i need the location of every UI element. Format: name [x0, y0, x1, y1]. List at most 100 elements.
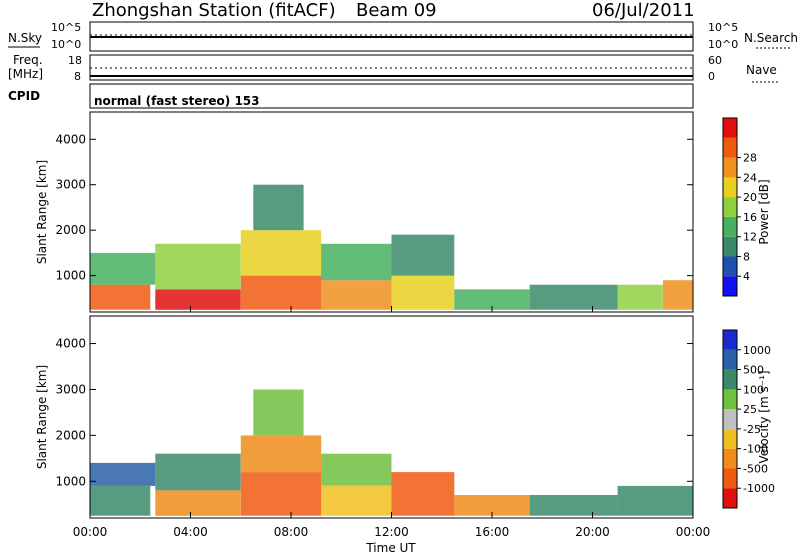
velocity-ytick-label-3: 4000: [55, 337, 86, 351]
velocity-colorbar-segment-8: [723, 330, 737, 350]
power-colorbar-label: Power [dB]: [757, 179, 771, 244]
freq-left-tick-top: 18: [68, 54, 82, 67]
velocity-colorbar-label-7: -1000: [743, 482, 775, 495]
power-colorbar-label-4: 20: [743, 191, 757, 204]
power-region-10: [391, 234, 455, 276]
power-colorbar-label-5: 24: [743, 171, 757, 184]
velocity-colorbar: 1000 500 100 25 -25 -100 -500 -1000: [722, 329, 775, 509]
velocity-colorbar-segment-0: [723, 488, 737, 508]
power-region-1: [90, 252, 156, 285]
velocity-data-regions: [90, 389, 693, 516]
power-colorbar-segment-7: [723, 137, 737, 158]
power-colorbar-segment-3: [723, 216, 737, 237]
velocity-region-0: [90, 485, 151, 516]
power-colorbar-segment-8: [723, 118, 737, 138]
velocity-colorbar-label-1: 500: [743, 364, 764, 377]
power-ytick-label-1: 2000: [55, 223, 86, 237]
velocity-region-5: [240, 435, 322, 473]
velocity-colorbar-segment-7: [723, 349, 737, 370]
velocity-colorbar-label-0: 1000: [743, 344, 771, 357]
freq-left-tick-bottom: 8: [74, 70, 81, 83]
station-title: Zhongshan Station (fitACF): [92, 0, 336, 21]
power-colorbar-segment-4: [723, 197, 737, 217]
cpid-label: CPID: [8, 89, 40, 103]
velocity-y-axis-label: Slant Range [km]: [35, 365, 49, 469]
velocity-region-1: [90, 462, 156, 486]
power-region-13: [617, 284, 663, 310]
velocity-region-12: [617, 485, 693, 516]
time-tick-label-4: 16:00: [475, 525, 510, 539]
nave-label: Nave: [746, 63, 777, 77]
velocity-colorbar-segment-2: [723, 448, 737, 469]
velocity-colorbar-segment-1: [723, 468, 737, 489]
time-tick-label-3: 12:00: [374, 525, 409, 539]
power-region-4: [240, 275, 322, 310]
power-region-14: [662, 280, 693, 310]
velocity-colorbar-segment-3: [723, 428, 737, 449]
noise-left-tick-top: 10^5: [51, 21, 81, 34]
velocity-colorbar-label: Velocity [m s⁻¹]: [757, 370, 771, 463]
velocity-panel: 1000 2000 3000 4000 Slant Range [km] 1000 50…: [35, 315, 775, 519]
power-colorbar-segment-5: [723, 177, 737, 198]
noise-sky-label: N.Sky: [8, 31, 42, 45]
power-colorbar-segment-2: [723, 236, 737, 257]
time-axis-label: Time UT: [365, 541, 416, 554]
power-data-regions: [90, 184, 693, 310]
velocity-colorbar-label-2: 100: [743, 383, 764, 396]
velocity-ytick-label-0: 1000: [55, 474, 86, 488]
power-region-7: [321, 280, 392, 310]
cpid-frame: [89, 83, 694, 109]
cpid-mode: normal (fast stereo) 153: [94, 94, 260, 108]
velocity-colorbar-frame: [722, 329, 738, 509]
noise-search-label: N.Search: [744, 31, 798, 45]
power-ytick-label-3: 4000: [55, 132, 86, 146]
velocity-region-4: [240, 472, 322, 516]
power-region-11: [454, 289, 530, 310]
velocity-region-8: [321, 453, 392, 486]
power-region-12: [529, 284, 618, 310]
noise-right-tick-top: 10^5: [708, 21, 738, 34]
power-region-8: [321, 243, 392, 281]
time-tick-label-6: 00:00: [676, 525, 711, 539]
velocity-y-ticks: 1000 2000 3000 4000: [55, 337, 693, 488]
freq-label-line1: Freq.: [13, 53, 43, 67]
power-ytick-label-0: 1000: [55, 269, 86, 283]
time-tick-label-1: 04:00: [173, 525, 208, 539]
frequency-panel: Freq. [MHz] 18 8 60 0 Nave: [8, 53, 778, 83]
freq-right-tick-top: 60: [708, 54, 722, 67]
time-tick-label-0: 00:00: [73, 525, 108, 539]
time-tick-label-2: 08:00: [274, 525, 309, 539]
time-axis: 00:00 04:00 08:00 12:00 16:00 20:00 00:00: [73, 306, 711, 539]
time-tick-label-5: 20:00: [575, 525, 610, 539]
noise-right-tick-bottom: 10^0: [708, 38, 738, 51]
power-region-3: [155, 243, 241, 290]
power-y-axis-label: Slant Range [km]: [35, 160, 49, 264]
freq-right-tick-bottom: 0: [708, 70, 715, 83]
velocity-colorbar-segment-6: [723, 369, 737, 390]
beam-label: Beam 09: [356, 0, 437, 21]
power-region-0: [90, 284, 151, 310]
power-colorbar-label-6: 28: [743, 152, 757, 165]
velocity-region-7: [321, 485, 392, 516]
noise-panel: N.Sky 10^5 10^0 10^5 10^0 N.Search: [8, 21, 798, 52]
velocity-ytick-label-1: 2000: [55, 428, 86, 442]
velocity-ytick-label-2: 3000: [55, 382, 86, 396]
power-colorbar-label-1: 8: [743, 250, 750, 263]
power-region-5: [240, 230, 322, 276]
velocity-colorbar-segment-4: [723, 409, 737, 429]
power-panel: 1000 2000 3000 4000 Slant Range [km] 4 8 12 16…: [35, 111, 771, 313]
velocity-colorbar-label-5: -100: [743, 443, 768, 456]
velocity-region-11: [529, 495, 618, 516]
power-region-6: [253, 184, 304, 231]
noise-left-tick-bottom: 10^0: [51, 38, 81, 51]
freq-label-line2: [MHz]: [8, 67, 43, 81]
power-ytick-label-2: 3000: [55, 178, 86, 192]
velocity-colorbar-label-6: -500: [743, 462, 768, 475]
power-colorbar: 4 8 12 16 20 24 28: [722, 117, 757, 297]
velocity-region-10: [454, 495, 530, 516]
power-y-ticks: 1000 2000 3000 4000: [55, 132, 693, 283]
power-region-2: [155, 289, 241, 310]
power-region-9: [391, 275, 455, 310]
power-colorbar-label-3: 16: [743, 211, 757, 224]
